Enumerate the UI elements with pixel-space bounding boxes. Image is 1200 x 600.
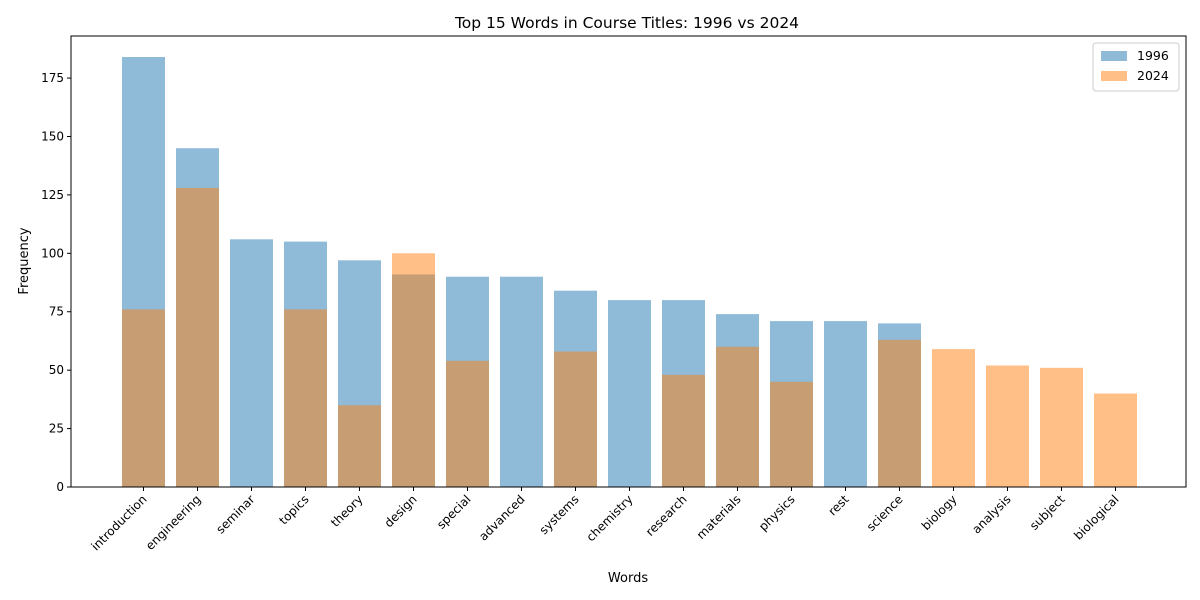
legend-label-1996: 1996	[1137, 48, 1169, 63]
x-tick-label-chemistry: chemistry	[584, 492, 636, 544]
x-tick-label-subject: subject	[1027, 492, 1068, 533]
bar-2024-special	[446, 360, 489, 487]
y-tick-label: 0	[56, 480, 64, 494]
x-tick-label-theory: theory	[328, 492, 366, 530]
x-tick-label-systems: systems	[537, 492, 582, 537]
bar-2024-science	[878, 339, 921, 487]
bar-2024-design	[392, 253, 435, 487]
bar-2024-engineering	[176, 187, 219, 487]
plot-frame	[70, 35, 1187, 488]
x-tick-label-analysis: analysis	[969, 492, 1013, 536]
x-tick-label-materials: materials	[694, 492, 744, 542]
bar-2024-biological	[1094, 393, 1137, 487]
x-tick-label-biology: biology	[919, 492, 960, 533]
x-tick-label-topics: topics	[276, 492, 311, 527]
x-tick-label-engineering: engineering	[143, 492, 204, 553]
x-tick-label-introduction: introduction	[88, 492, 149, 553]
chart-title: Top 15 Words in Course Titles: 1996 vs 2…	[454, 14, 799, 32]
bar-1996-chemistry	[608, 300, 651, 487]
x-tick-label-research: research	[643, 492, 690, 539]
y-tick-label: 75	[49, 305, 64, 319]
x-tick-label-special: special	[434, 492, 474, 532]
legend-swatch-2024	[1101, 71, 1127, 81]
y-axis-label: Frequency	[17, 227, 32, 294]
bar-2024-biology	[932, 349, 975, 487]
legend: 1996 2024	[1092, 42, 1180, 92]
bar-2024-analysis	[986, 365, 1029, 487]
bar-1996-rest	[824, 321, 867, 487]
y-tick-label: 25	[49, 422, 64, 436]
legend-label-2024: 2024	[1137, 68, 1169, 83]
bar-2024-theory	[338, 405, 381, 487]
y-tick-label: 125	[41, 188, 64, 202]
legend-swatch-1996	[1101, 51, 1127, 61]
x-tick-label-rest: rest	[825, 492, 851, 518]
x-tick-label-advanced: advanced	[476, 492, 527, 543]
bar-1996-advanced	[500, 276, 543, 487]
bar-2024-topics	[284, 309, 327, 487]
bar-2024-physics	[770, 381, 813, 487]
x-tick-label-design: design	[382, 492, 420, 530]
y-tick-label: 150	[41, 129, 64, 143]
y-tick-label: 175	[41, 71, 64, 85]
x-tick-label-science: science	[864, 492, 906, 534]
bar-2024-introduction	[122, 309, 165, 487]
x-tick-label-biological: biological	[1071, 492, 1121, 542]
bar-2024-systems	[554, 351, 597, 487]
x-tick-label-physics: physics	[756, 492, 798, 534]
bar-2024-materials	[716, 346, 759, 487]
bar-1996-seminar	[230, 239, 273, 487]
y-tick-label: 100	[41, 246, 64, 260]
x-tick-label-seminar: seminar	[213, 492, 257, 536]
x-axis-label: Words	[608, 571, 648, 586]
bar-2024-subject	[1040, 367, 1083, 487]
series-2024-bars	[122, 187, 1137, 487]
y-tick-label: 50	[49, 363, 64, 377]
bar-2024-research	[662, 374, 705, 487]
y-axis: 0 25 50 75 100 125 150 175	[41, 71, 71, 494]
